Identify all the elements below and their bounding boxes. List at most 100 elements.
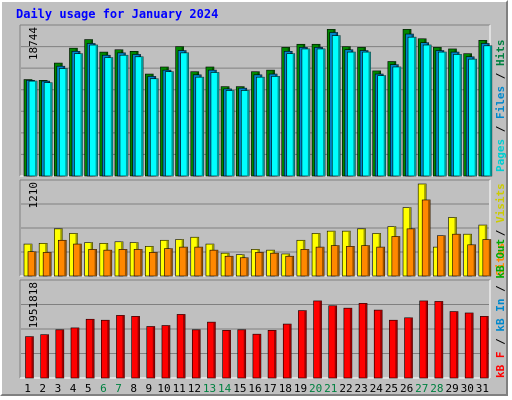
bar-kbf bbox=[267, 330, 277, 379]
bar-pages bbox=[438, 51, 447, 177]
bar-pages bbox=[483, 45, 493, 177]
bar-kbf bbox=[191, 329, 201, 379]
bar-kbf bbox=[328, 305, 338, 379]
bar-pages bbox=[134, 56, 144, 177]
bar-kbf bbox=[101, 319, 110, 379]
bar-pages bbox=[392, 66, 402, 177]
bar-kbf bbox=[480, 316, 489, 379]
bar-kbf bbox=[70, 327, 80, 379]
x-tick-label: 19 bbox=[294, 382, 307, 395]
x-tick-label: 20 bbox=[309, 382, 322, 395]
legend-hits-files-pages-part: / bbox=[494, 119, 507, 139]
legend-kb-part: / bbox=[494, 279, 507, 299]
legend-kb-part: kB Out bbox=[494, 239, 507, 279]
bar-sites bbox=[27, 251, 37, 277]
bar-pages bbox=[422, 44, 432, 177]
x-tick-label: 28 bbox=[430, 382, 443, 395]
bar-kbf bbox=[25, 336, 34, 379]
legend-kb-part: kB F bbox=[494, 352, 507, 379]
max-label-visits: 1210 bbox=[27, 182, 40, 209]
x-tick-label: 15 bbox=[233, 382, 246, 395]
bar-kbf bbox=[419, 300, 428, 379]
legend-hits-files-pages-part: Files bbox=[494, 86, 507, 119]
x-tick-label: 16 bbox=[248, 382, 261, 395]
bar-sites bbox=[300, 249, 310, 277]
legend-sites-visits: Sites / Visits bbox=[494, 183, 507, 276]
bar-pages bbox=[225, 90, 235, 177]
bar-pages bbox=[74, 53, 83, 177]
bar-sites bbox=[346, 246, 355, 277]
legend-hits-files-pages: Pages / Files / Hits bbox=[494, 40, 507, 173]
bar-kbf bbox=[161, 325, 171, 379]
legend-kb-part: kB In bbox=[494, 299, 507, 332]
x-tick-label: 29 bbox=[445, 382, 458, 395]
bar-kbf bbox=[207, 321, 216, 379]
bar-pages bbox=[240, 90, 250, 177]
bar-pages bbox=[316, 48, 326, 177]
bar-pages bbox=[362, 51, 371, 177]
bar-pages bbox=[468, 58, 477, 177]
bar-pages bbox=[180, 52, 189, 177]
bar-kbf bbox=[358, 303, 368, 379]
x-tick-label: 26 bbox=[400, 382, 413, 395]
chart-title: Daily usage for January 2024 bbox=[16, 7, 219, 21]
legend-kb: kB F / kB In / kB Out bbox=[494, 239, 507, 378]
bar-kbf bbox=[282, 323, 292, 379]
bar-kbf bbox=[389, 319, 398, 379]
bar-pages bbox=[43, 82, 53, 177]
x-tick-label: 27 bbox=[415, 382, 428, 395]
bar-pages bbox=[89, 44, 98, 177]
max-label-hits: 18744 bbox=[27, 27, 40, 60]
x-tick-label: 6 bbox=[100, 382, 107, 395]
bar-kbf bbox=[373, 309, 383, 379]
bar-kbf bbox=[404, 317, 413, 379]
bar-pages bbox=[104, 57, 114, 177]
bar-sites bbox=[452, 233, 461, 277]
x-tick-label: 3 bbox=[55, 382, 62, 395]
bar-pages bbox=[256, 76, 265, 177]
legend-sites-visits-part: Sites bbox=[494, 243, 507, 276]
x-tick-label: 1 bbox=[24, 382, 31, 395]
bar-kbf bbox=[252, 333, 262, 379]
x-tick-label: 12 bbox=[188, 382, 201, 395]
bar-kbf bbox=[116, 315, 125, 379]
bar-kbf bbox=[40, 334, 49, 379]
bar-sites bbox=[73, 243, 82, 277]
bar-sites bbox=[255, 252, 264, 277]
bar-kbf bbox=[464, 312, 474, 379]
legend-hits-files-pages-part: Hits bbox=[494, 40, 507, 67]
bar-pages bbox=[377, 75, 387, 177]
x-tick-label: 4 bbox=[70, 382, 77, 395]
bar-pages bbox=[347, 51, 356, 177]
bar-sites bbox=[88, 249, 97, 277]
bar-sites bbox=[194, 246, 204, 277]
x-tick-label: 31 bbox=[476, 382, 489, 395]
bar-sites bbox=[224, 255, 234, 277]
bar-sites bbox=[239, 257, 249, 277]
x-tick-label: 25 bbox=[385, 382, 398, 395]
bar-kbf bbox=[222, 330, 231, 379]
x-tick-label: 9 bbox=[146, 382, 153, 395]
x-tick-label: 24 bbox=[370, 382, 384, 395]
bar-kbf bbox=[85, 318, 95, 379]
bar-sites bbox=[103, 249, 113, 277]
bar-kbf bbox=[131, 316, 140, 379]
legend-kb-part: / bbox=[494, 332, 507, 352]
bar-sites bbox=[285, 255, 295, 277]
bar-sites bbox=[391, 236, 401, 277]
bar-kbf bbox=[237, 329, 247, 379]
bar-pages bbox=[59, 68, 68, 177]
bar-kbf bbox=[313, 300, 322, 379]
bar-sites bbox=[270, 252, 279, 277]
bar-kbf bbox=[146, 326, 156, 379]
bar-sites bbox=[179, 246, 188, 277]
bar-sites bbox=[330, 245, 340, 277]
bar-pages bbox=[195, 76, 205, 177]
x-tick-label: 18 bbox=[279, 382, 292, 395]
bar-pages bbox=[286, 53, 296, 177]
bar-pages bbox=[165, 71, 174, 177]
bar-pages bbox=[407, 36, 417, 177]
bar-sites bbox=[482, 239, 492, 277]
bar-pages bbox=[271, 76, 280, 177]
